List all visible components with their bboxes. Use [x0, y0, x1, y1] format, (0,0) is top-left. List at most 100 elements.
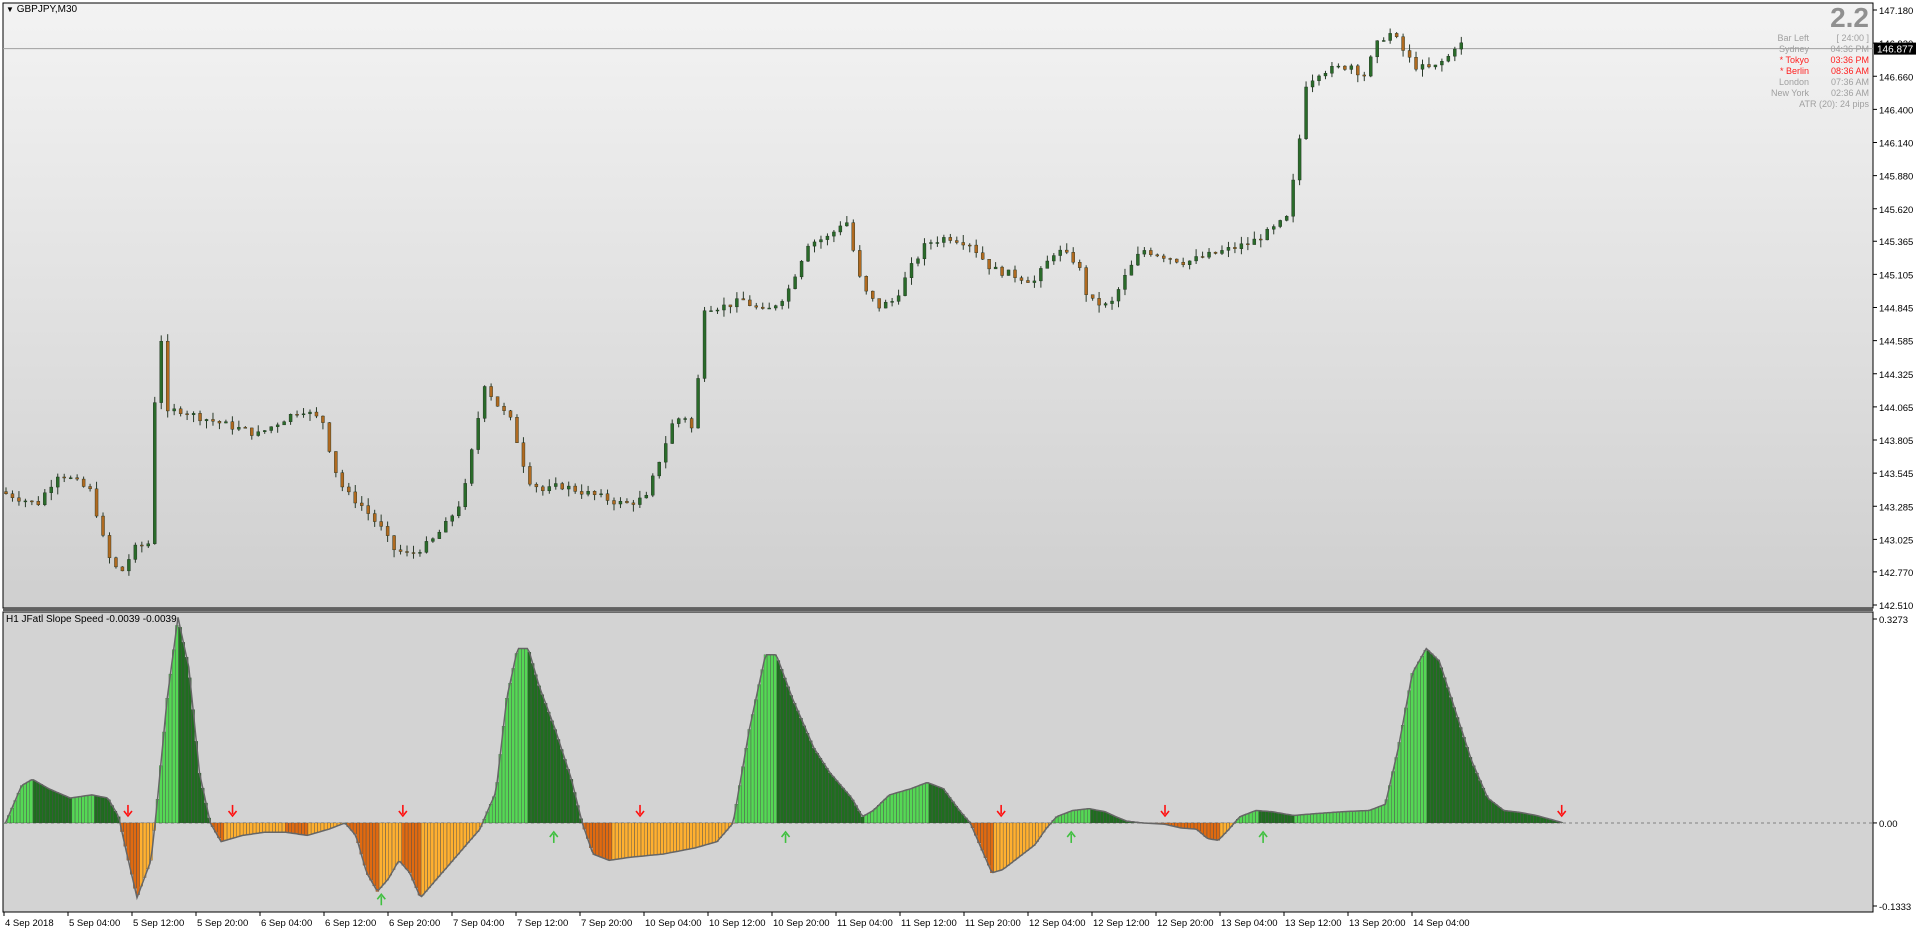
histogram-bar [437, 822, 441, 877]
candle-body [1039, 268, 1043, 282]
histogram-bar [1497, 807, 1502, 824]
histogram-bar [812, 748, 816, 824]
candle-body [942, 237, 946, 243]
price-tick-label: 144.585 [1879, 337, 1913, 348]
histogram-bar [915, 786, 920, 824]
candle-body [528, 466, 532, 485]
candle-body [1226, 247, 1231, 251]
indicator-pane[interactable] [2, 611, 1874, 913]
session-clock-name: * Tokyo [1779, 55, 1809, 65]
candle-body [631, 502, 636, 505]
histogram-bar [272, 822, 276, 833]
candle-body [1375, 40, 1379, 58]
candle-body [1459, 42, 1464, 50]
histogram-bar [880, 802, 884, 824]
price-pane[interactable] [2, 2, 1874, 609]
candle-body [793, 276, 797, 289]
histogram-bar [624, 822, 629, 858]
histogram-bar [1336, 811, 1340, 824]
candle-body [502, 406, 506, 411]
histogram-bar [1514, 811, 1518, 824]
histogram-bar [540, 694, 544, 824]
histogram-bar [142, 822, 147, 878]
histogram-bar [1268, 811, 1272, 824]
histogram-bar [518, 648, 522, 824]
histogram-bar [1446, 687, 1450, 824]
histogram-bar [944, 792, 949, 824]
candle-body [36, 501, 41, 505]
price-tick-label: 146.400 [1879, 105, 1913, 116]
histogram-bar [805, 733, 810, 824]
histogram-bar [1326, 812, 1330, 824]
histogram-bar [628, 822, 632, 858]
histogram-bar [902, 790, 907, 824]
histogram-bar [1523, 813, 1528, 824]
histogram-bar [1358, 810, 1363, 824]
price-axis[interactable]: 147.180146.920146.660146.400146.140145.8… [1873, 6, 1913, 612]
histogram-bar [1378, 806, 1382, 824]
histogram-bar [1016, 822, 1020, 859]
histogram-bar [663, 822, 667, 854]
chevron-down-icon[interactable]: ▼ [6, 5, 14, 14]
candle-body [17, 497, 21, 502]
histogram-bar [851, 799, 855, 824]
candle-body [1103, 303, 1108, 306]
symbol-title[interactable]: ▼ GBPJPY,M30 [6, 4, 77, 15]
candle-body [1278, 220, 1282, 227]
histogram-bar [459, 822, 464, 851]
candle-body [1369, 56, 1373, 77]
candle-body [256, 431, 260, 436]
histogram-bar [133, 822, 137, 889]
candle-body [482, 386, 487, 419]
histogram-bar [666, 822, 671, 854]
indicator-outline [4, 617, 1563, 901]
histogram-bar [1439, 667, 1444, 824]
histogram-bar [94, 795, 98, 824]
histogram-bar [236, 822, 240, 837]
time-axis[interactable]: 4 Sep 2018 5 Sep 04:00 5 Sep 12:00 5 Sep 20… [3, 912, 1470, 929]
candle-body [1084, 267, 1088, 295]
candle-body [1233, 247, 1237, 249]
histogram-bar [1074, 809, 1078, 824]
histogram-bar [647, 822, 651, 856]
histogram-bar [3, 822, 8, 824]
histogram-bar [514, 653, 519, 824]
histogram-bar [36, 782, 40, 824]
histogram-bar [534, 674, 538, 824]
histogram-bar [146, 822, 150, 870]
candle-body [1168, 258, 1172, 260]
candle-body [1407, 50, 1412, 58]
histogram-bar [1333, 812, 1337, 824]
sell-arrow-icon [635, 804, 645, 818]
time-tick-label: 11 Sep 12:00 [901, 918, 957, 929]
indicator-axis[interactable]: 0.3273 0.00 -0.1333 [1873, 615, 1911, 913]
candle-body [845, 222, 849, 227]
histogram-bar [841, 787, 845, 824]
time-tick-label: 10 Sep 04:00 [645, 918, 702, 929]
candle-body [424, 541, 429, 553]
histogram-bar [543, 703, 548, 824]
candle-body [360, 502, 364, 506]
session-clock-name: New York [1770, 88, 1809, 98]
histogram-bar [1462, 737, 1466, 824]
candle-body [1220, 250, 1224, 254]
candle-body [916, 258, 920, 264]
histogram-bar [388, 822, 392, 876]
histogram-bar [990, 822, 994, 873]
histogram-bar [951, 801, 955, 824]
candle-body [1213, 251, 1218, 254]
histogram-bar [391, 822, 396, 870]
histogram-bar [246, 822, 250, 835]
histogram-bar [1216, 822, 1220, 841]
histogram-bar [278, 822, 283, 833]
candle-body [288, 414, 293, 422]
candle-body [508, 410, 513, 418]
candle-body [140, 544, 144, 547]
histogram-bar [912, 787, 916, 824]
histogram-bar [828, 772, 832, 824]
histogram-bar [679, 822, 684, 851]
histogram-bar [754, 699, 758, 824]
sell-arrow-icon [1160, 804, 1170, 818]
candle-body [722, 304, 726, 311]
